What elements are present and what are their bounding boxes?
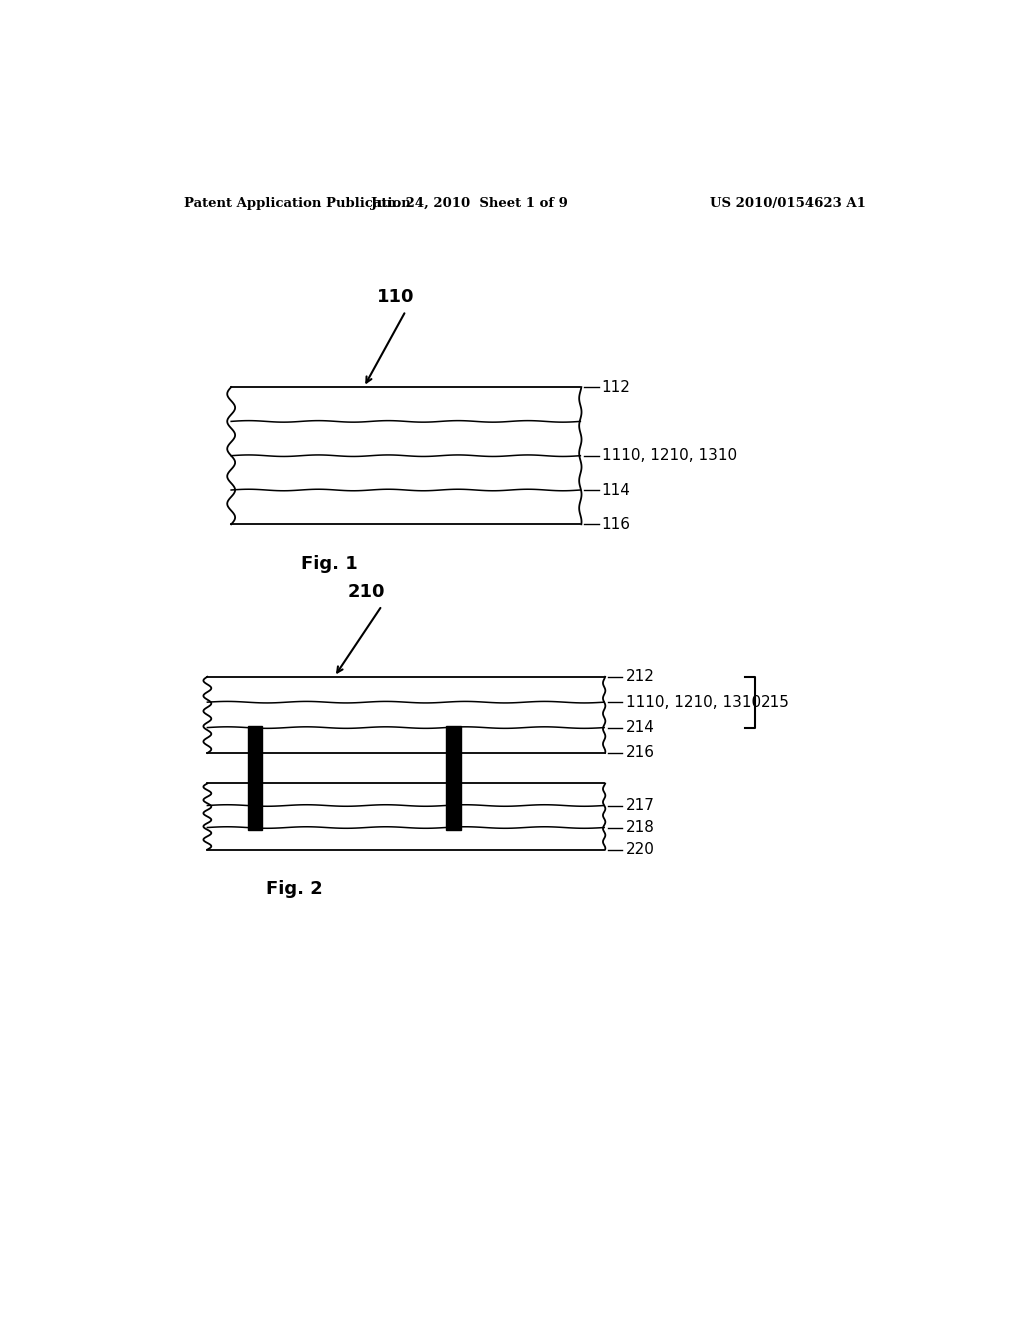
Text: 214: 214 (626, 721, 654, 735)
Polygon shape (204, 784, 605, 850)
Text: 215: 215 (761, 694, 790, 710)
Bar (446, 726, 461, 830)
Polygon shape (227, 387, 582, 524)
Text: 216: 216 (626, 746, 654, 760)
Text: 212: 212 (626, 669, 654, 684)
Text: 114: 114 (602, 483, 631, 498)
Text: 210: 210 (347, 582, 385, 601)
Text: 220: 220 (626, 842, 654, 857)
Text: 1110, 1210, 1310: 1110, 1210, 1310 (602, 449, 737, 463)
Polygon shape (204, 677, 605, 752)
Text: Fig. 1: Fig. 1 (301, 554, 357, 573)
Text: 112: 112 (602, 380, 631, 395)
Text: US 2010/0154623 A1: US 2010/0154623 A1 (711, 197, 866, 210)
Text: Patent Application Publication: Patent Application Publication (183, 197, 411, 210)
Text: 1110, 1210, 1310: 1110, 1210, 1310 (626, 694, 761, 710)
Bar (248, 726, 262, 830)
Text: Jun. 24, 2010  Sheet 1 of 9: Jun. 24, 2010 Sheet 1 of 9 (371, 197, 567, 210)
Text: 217: 217 (626, 799, 654, 813)
Text: 116: 116 (602, 517, 631, 532)
Text: Fig. 2: Fig. 2 (266, 880, 323, 898)
Text: 218: 218 (626, 820, 654, 836)
Text: 110: 110 (377, 288, 414, 306)
